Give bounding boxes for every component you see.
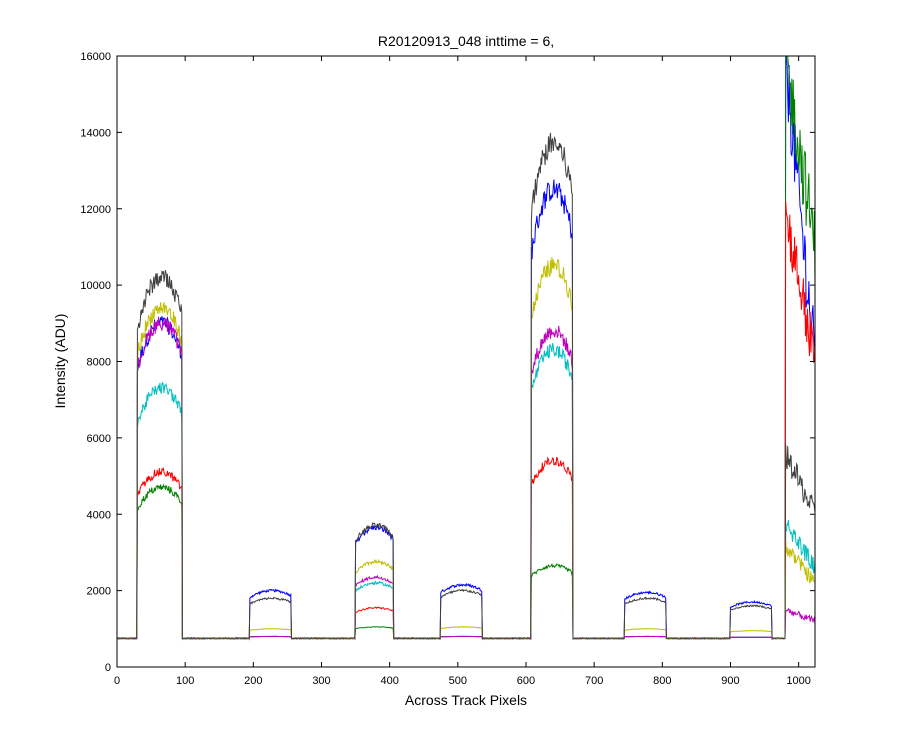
y-tick-label: 10000 bbox=[80, 280, 111, 292]
plot-area bbox=[117, 56, 815, 667]
x-tick-label: 200 bbox=[244, 675, 262, 687]
y-tick-label: 4000 bbox=[87, 509, 111, 521]
x-tick-label: 900 bbox=[721, 675, 739, 687]
x-tick-label: 300 bbox=[312, 675, 330, 687]
chart-title: R20120913_048 inttime = 6, bbox=[378, 33, 554, 49]
y-tick-label: 8000 bbox=[87, 357, 111, 369]
axis-layer: 0 100 200 300 400 500 600 700 800 900 100002000400… bbox=[80, 51, 815, 687]
x-tick-label: 800 bbox=[653, 675, 671, 687]
x-tick-label: 700 bbox=[585, 675, 603, 687]
y-axis-label: Intensity (ADU) bbox=[52, 314, 68, 409]
x-axis-label: Across Track Pixels bbox=[405, 692, 527, 708]
y-tick-label: 2000 bbox=[87, 586, 111, 598]
x-tick-label: 0 bbox=[114, 675, 120, 687]
x-tick-label: 100 bbox=[176, 675, 194, 687]
series-line-7 bbox=[116, 132, 816, 641]
y-tick-label: 14000 bbox=[80, 127, 111, 139]
x-tick-label: 600 bbox=[517, 675, 535, 687]
x-tick-label: 500 bbox=[449, 675, 467, 687]
x-tick-label: 400 bbox=[380, 675, 398, 687]
x-tick-label: 1000 bbox=[786, 675, 810, 687]
y-tick-label: 6000 bbox=[87, 433, 111, 445]
y-tick-label: 16000 bbox=[80, 51, 111, 63]
series-layer bbox=[116, 55, 816, 641]
y-tick-label: 0 bbox=[105, 662, 111, 674]
y-tick-label: 12000 bbox=[80, 204, 111, 216]
